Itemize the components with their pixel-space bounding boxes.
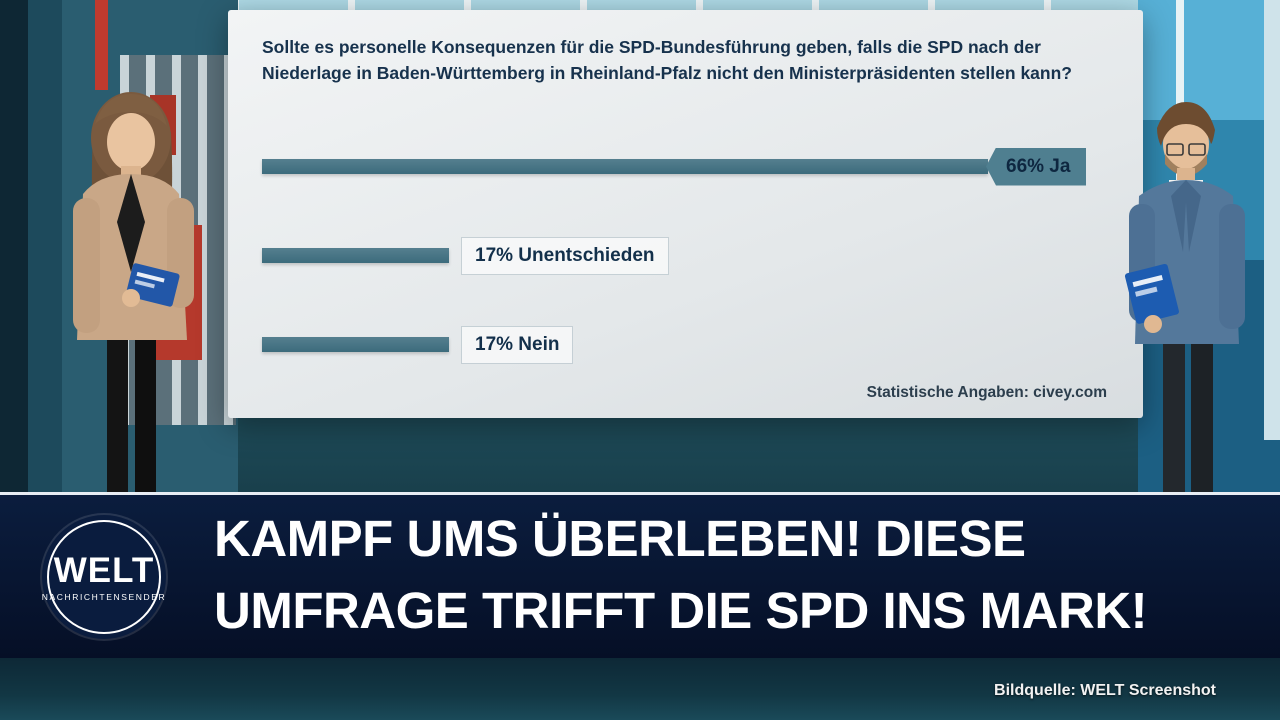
- poll-question-line1: Sollte es personelle Konsequenzen für di…: [262, 37, 1041, 57]
- bar-row-nein: 17% Nein: [262, 300, 1122, 389]
- bar-label: 66% Ja: [986, 147, 1087, 186]
- image-credit: Bildquelle: WELT Screenshot: [994, 682, 1216, 699]
- bar-label: 17% Nein: [461, 325, 574, 364]
- bar-label: 17% Unentschieden: [461, 236, 669, 275]
- red-strip: [95, 0, 108, 90]
- presenter-left-figure: [73, 92, 194, 502]
- headline: KAMPF UMS ÜBERLEBEN! DIESE UMFRAGE TRIFF…: [214, 503, 1148, 647]
- headline-line2: UMFRAGE TRIFFT DIE SPD INS MARK!: [214, 582, 1148, 639]
- presenter-right: [1093, 92, 1279, 492]
- poll-question-line2: Niederlage in Baden-Württemberg in Rhein…: [262, 63, 1072, 84]
- bar: [262, 248, 449, 263]
- poll-bars: 66% Ja 17% Unentschieden 17% Nein: [262, 122, 1122, 389]
- right-light-column: [1264, 0, 1280, 440]
- bar-row-ja: 66% Ja: [262, 122, 1122, 211]
- poll-question: Sollte es personelle Konsequenzen für di…: [262, 34, 1120, 87]
- bar-row-unentschieden: 17% Unentschieden: [262, 211, 1122, 300]
- welt-logo-text: WELT: [53, 550, 155, 590]
- bar: [262, 337, 449, 352]
- welt-logo-subtitle: NACHRICHTENSENDER: [41, 591, 167, 602]
- welt-logo: WELT NACHRICHTENSENDER: [42, 515, 166, 639]
- bar: [262, 159, 988, 174]
- presenter-right-figure: [1124, 102, 1245, 492]
- presenter-left: [35, 72, 235, 502]
- lower-third: WELT NACHRICHTENSENDER KAMPF UMS ÜBERLEB…: [0, 492, 1280, 658]
- headline-line1: KAMPF UMS ÜBERLEBEN! DIESE: [214, 510, 1026, 567]
- poll-source: Statistische Angaben: civey.com: [866, 384, 1107, 401]
- studio-floor: [0, 658, 1280, 720]
- poll-screen: Sollte es personelle Konsequenzen für di…: [228, 10, 1143, 418]
